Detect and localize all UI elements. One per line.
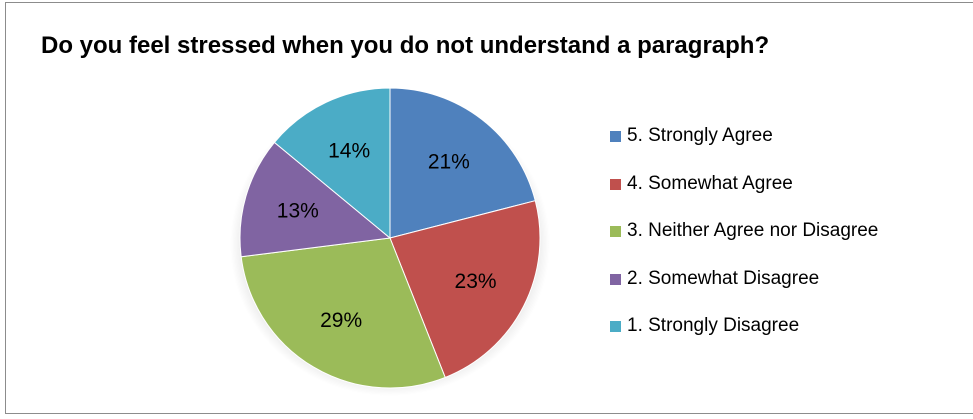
slice-label-5: 14% [328,140,370,163]
pie-slice-3 [240,237,446,389]
legend-swatch [610,273,621,285]
slice-label-2: 23% [455,270,497,293]
legend-label: 3. Neither Agree nor Disagree [627,220,879,241]
legend-label: 4. Somewhat Agree [627,172,793,194]
chart-title: Do you feel stressed when you do not und… [41,32,770,59]
slice-label-4: 13% [277,200,319,223]
slice-label-1: 21% [428,151,470,174]
legend-label: 5. Strongly Agree [627,125,773,146]
pie-slice-labels: 21% 23% 29% 13% 14% [277,140,497,332]
pie-slice-1 [389,87,536,239]
slice-label-3: 29% [320,309,362,332]
pie-slice-2 [389,200,541,379]
legend-label: 2. Somewhat Disagree [627,267,820,289]
pie-slice-4 [239,141,392,258]
legend-swatch [610,321,621,332]
pie-slices [239,87,541,389]
pie-slice-5 [273,87,391,240]
legend-swatch [610,226,621,237]
legend-label: 1. Strongly Disagree [627,315,800,336]
legend-swatch [610,131,621,142]
legend-swatch [610,178,621,190]
